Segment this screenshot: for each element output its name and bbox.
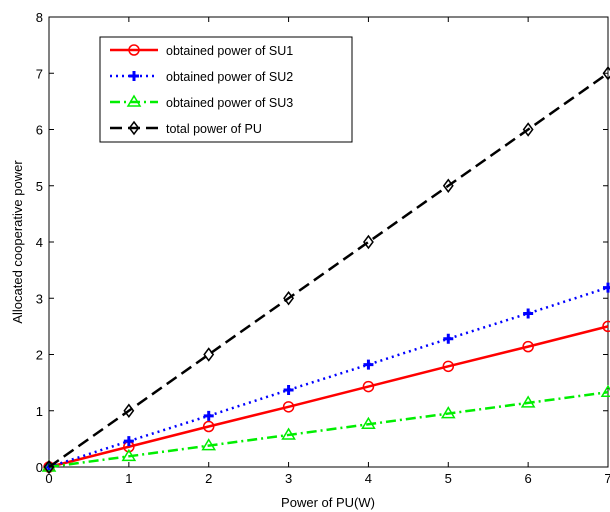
legend-label-1: obtained power of SU1 bbox=[166, 44, 293, 58]
y-tick-label: 2 bbox=[36, 348, 43, 363]
series-3-point bbox=[361, 416, 376, 429]
series-4-point bbox=[602, 66, 610, 81]
y-tick-label: 4 bbox=[36, 235, 43, 250]
series-3-point bbox=[121, 448, 137, 462]
y-tick-label: 0 bbox=[36, 460, 43, 475]
series-4-point bbox=[362, 234, 374, 250]
series-4-point bbox=[43, 459, 55, 475]
series-2-point bbox=[523, 308, 534, 319]
y-tick-label: 6 bbox=[36, 123, 43, 138]
series-3-point bbox=[520, 395, 536, 408]
series-2-point bbox=[123, 436, 134, 447]
x-axis-label: Power of PU(W) bbox=[281, 495, 375, 510]
series-4-point bbox=[123, 403, 135, 418]
series-1-point bbox=[522, 340, 534, 353]
legend-marker-2 bbox=[129, 71, 139, 81]
legend-marker-4 bbox=[128, 120, 140, 136]
series-layer bbox=[41, 66, 610, 475]
series-3-point bbox=[201, 438, 217, 451]
x-tick-label: 5 bbox=[445, 471, 452, 486]
x-tick-label: 2 bbox=[205, 471, 212, 486]
series-3-point bbox=[440, 406, 456, 419]
x-tick-label: 3 bbox=[285, 471, 292, 486]
series-4-point bbox=[203, 347, 215, 362]
legend-marker-1 bbox=[128, 44, 140, 56]
legend-box bbox=[99, 36, 353, 143]
legend-label-2: obtained power of SU2 bbox=[166, 70, 293, 84]
series-4-point bbox=[522, 122, 534, 137]
y-tick-label: 8 bbox=[36, 10, 43, 25]
series-2-point bbox=[443, 333, 454, 344]
series-1-point bbox=[202, 420, 215, 433]
x-tick-label: 6 bbox=[525, 471, 532, 486]
series-1-point bbox=[362, 380, 375, 393]
series-line-1 bbox=[48, 325, 609, 469]
series-line-2 bbox=[48, 286, 609, 469]
series-3-point bbox=[281, 427, 296, 440]
series-2-point bbox=[283, 384, 294, 395]
series-2-point bbox=[603, 282, 610, 293]
legend-label-4: total power of PU bbox=[166, 122, 262, 136]
x-tick-label: 0 bbox=[45, 471, 52, 486]
x-tick-label: 7 bbox=[604, 471, 610, 486]
legend-label-3: obtained power of SU3 bbox=[166, 96, 293, 110]
legend: obtained power of SU1 obtained power of S… bbox=[99, 36, 353, 143]
y-tick-label: 7 bbox=[36, 66, 43, 81]
series-2-point bbox=[203, 410, 214, 421]
series-1-point bbox=[602, 320, 610, 333]
series-3-point bbox=[600, 384, 610, 397]
x-tick-label: 1 bbox=[125, 471, 132, 486]
y-tick-label: 5 bbox=[36, 179, 43, 194]
y-tick-label: 3 bbox=[36, 291, 43, 306]
x-tick-label: 4 bbox=[365, 471, 372, 486]
y-tick-label: 1 bbox=[36, 404, 43, 419]
series-line-3 bbox=[48, 390, 609, 469]
series-4-point bbox=[283, 291, 295, 306]
legend-marker-3 bbox=[126, 94, 142, 107]
series-line-4 bbox=[48, 72, 609, 469]
series-4-point bbox=[442, 178, 454, 193]
series-1-point bbox=[282, 401, 295, 413]
tick-layer: 0 1 2 3 4 5 6 7 0 1 2 3 4 5 6 7 8 bbox=[36, 10, 610, 486]
series-1-point bbox=[442, 360, 455, 373]
y-axis-label: Allocated cooperative power bbox=[10, 160, 25, 324]
series-2-point bbox=[363, 359, 374, 370]
